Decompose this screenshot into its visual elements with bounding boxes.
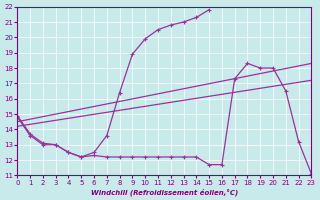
X-axis label: Windchill (Refroidissement éolien,°C): Windchill (Refroidissement éolien,°C) (91, 188, 238, 196)
